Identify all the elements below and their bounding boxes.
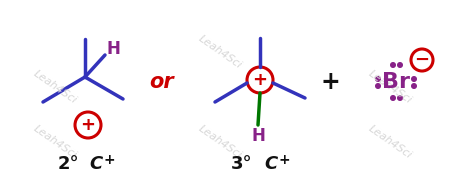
Text: or: or (150, 72, 174, 92)
Circle shape (398, 96, 402, 100)
Text: Leah4Sci: Leah4Sci (366, 68, 414, 106)
Text: Leah4Sci: Leah4Sci (31, 123, 79, 161)
Text: H: H (106, 40, 120, 58)
Text: +: + (278, 153, 290, 167)
Text: +: + (252, 71, 267, 89)
Text: C: C (89, 155, 103, 173)
Circle shape (391, 63, 395, 67)
Text: Leah4Sci: Leah4Sci (197, 33, 243, 71)
Text: −: − (415, 51, 429, 69)
Text: Leah4Sci: Leah4Sci (31, 68, 79, 106)
Circle shape (412, 77, 416, 81)
Circle shape (398, 63, 402, 67)
Text: +: + (80, 116, 95, 134)
Circle shape (391, 96, 395, 100)
Text: H: H (251, 127, 265, 145)
Circle shape (412, 84, 416, 88)
Circle shape (376, 77, 380, 81)
Text: C: C (264, 155, 278, 173)
Text: Leah4Sci: Leah4Sci (366, 123, 414, 161)
Text: 3°: 3° (231, 155, 253, 173)
Text: Br: Br (382, 72, 410, 92)
Text: +: + (103, 153, 115, 167)
Text: +: + (320, 70, 340, 94)
Text: Leah4Sci: Leah4Sci (197, 123, 243, 161)
Circle shape (376, 84, 380, 88)
Text: 2°: 2° (57, 155, 79, 173)
